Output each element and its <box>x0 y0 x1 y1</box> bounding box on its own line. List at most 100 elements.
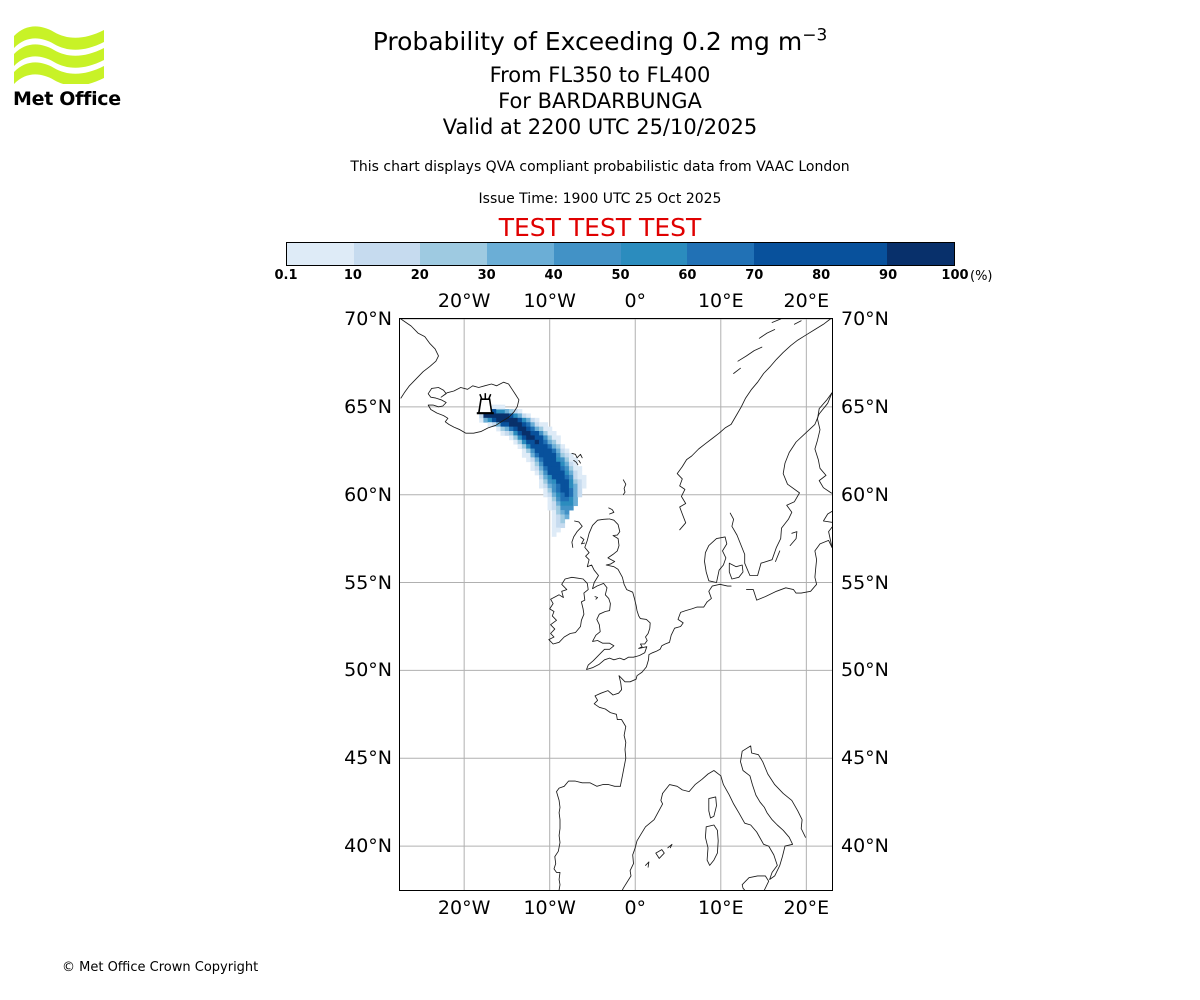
plume-cell <box>530 431 536 436</box>
plume-cell <box>504 426 510 432</box>
coastline-segment-4 <box>578 459 581 464</box>
coastline-segment-15 <box>758 329 776 339</box>
plume-cell <box>564 496 570 502</box>
plume-cell <box>547 479 553 485</box>
plume-cell <box>530 448 536 454</box>
plume-cell <box>530 444 536 449</box>
plume-cell <box>556 518 561 524</box>
coastline-segment-32 <box>708 796 717 819</box>
coastline-segment-1 <box>427 381 520 434</box>
plume-cell <box>513 417 519 423</box>
coastline-segment-34 <box>667 843 673 849</box>
plume-cell <box>551 479 557 485</box>
plume-cell <box>551 466 557 471</box>
plume-cell <box>487 413 493 419</box>
plume-cell <box>556 501 561 507</box>
plume-cell <box>551 474 557 480</box>
plume-cell <box>573 483 578 489</box>
plume-cell <box>564 479 570 485</box>
plume-cell <box>556 461 561 467</box>
plume-cell <box>568 466 574 471</box>
plume-cell <box>526 417 531 423</box>
plume-cell <box>564 448 570 454</box>
plume-cell <box>551 435 557 441</box>
coastline-segment-27 <box>553 780 621 890</box>
plume-cell <box>534 444 540 449</box>
colorbar-gradient <box>286 242 955 266</box>
volcano-cone-icon <box>477 398 493 414</box>
coastline-segment-10 <box>580 536 586 545</box>
plume-cell <box>581 479 587 485</box>
plume-cell <box>534 439 540 445</box>
plume-cell <box>496 413 501 419</box>
page-title-exponent: −3 <box>802 25 828 46</box>
plume-cell <box>543 483 548 489</box>
plume-cell <box>547 488 553 493</box>
plume-cell <box>483 413 489 419</box>
plume-cell <box>551 505 557 511</box>
plume-cell <box>491 422 497 428</box>
plume-cell <box>551 431 557 436</box>
map-plot-area[interactable] <box>399 318 833 891</box>
plume-cell <box>564 461 570 467</box>
plume-cell <box>496 426 501 432</box>
plume-cell <box>543 439 548 445</box>
plume-cell <box>556 510 561 515</box>
plume-cell <box>551 457 557 463</box>
plume-cell <box>547 470 553 476</box>
coastline-segment-26 <box>706 583 721 603</box>
plume-cell <box>517 435 523 441</box>
issue-time-label: Issue Time: 1900 UTC 25 Oct 2025 <box>478 191 722 207</box>
plume-cell <box>509 409 514 414</box>
plume-cell <box>509 417 514 423</box>
plume-cell <box>564 510 570 515</box>
volcano-plume-line-right <box>487 393 492 400</box>
coastline-segment-24 <box>719 583 732 587</box>
plume-cell <box>556 466 561 471</box>
lon-tick-bottom-10°W: 10°W <box>523 897 576 919</box>
colorbar-segment-9 <box>887 243 955 265</box>
plume-cell <box>543 444 548 449</box>
plume-cell <box>504 417 510 423</box>
plume-cell <box>513 435 519 441</box>
plume-cell <box>547 439 553 445</box>
plume-cell <box>496 404 501 410</box>
lon-tick-bottom-0°: 0° <box>624 897 647 919</box>
plume-cell <box>573 461 578 467</box>
lon-tick-bottom-10°E: 10°E <box>697 897 744 919</box>
lat-tick-left-50°N: 50°N <box>344 659 392 682</box>
coastline-segment-8 <box>594 596 599 600</box>
plume-cell <box>513 413 519 419</box>
plume-cell <box>539 461 544 467</box>
coastline-segment-9 <box>571 520 583 548</box>
colorbar-segment-8 <box>820 243 888 265</box>
plume-cell <box>573 474 578 480</box>
plume-cell <box>539 435 544 441</box>
plume-cell <box>543 452 548 458</box>
plume-cell <box>539 431 544 436</box>
plume-cell <box>556 483 561 489</box>
plume-cell <box>551 452 557 458</box>
plume-cell <box>560 488 566 493</box>
plume-cell <box>534 426 540 432</box>
plume-cell <box>534 461 540 467</box>
plume-cell <box>564 514 570 520</box>
plume-cell <box>543 426 548 432</box>
plume-cell <box>509 431 514 436</box>
plume-cell <box>539 470 544 476</box>
plume-cell <box>543 466 548 471</box>
plume-cell <box>556 505 561 511</box>
plume-cell <box>530 466 536 471</box>
colorbar-tick-labels: 0.1 10 20 30 40 50 60 70 80 90 100 <box>274 268 968 286</box>
plume-cell <box>504 431 510 436</box>
plume-cell <box>573 488 578 493</box>
plume-cell <box>556 492 561 498</box>
plume-cell <box>577 483 583 489</box>
plume-cell <box>568 457 574 463</box>
plume-cell <box>560 479 566 485</box>
plume-cell <box>568 470 574 476</box>
met-office-logo: Met Office <box>12 22 122 117</box>
plume-cell <box>560 518 566 524</box>
plume-cell <box>560 444 566 449</box>
plume-cell <box>539 444 544 449</box>
